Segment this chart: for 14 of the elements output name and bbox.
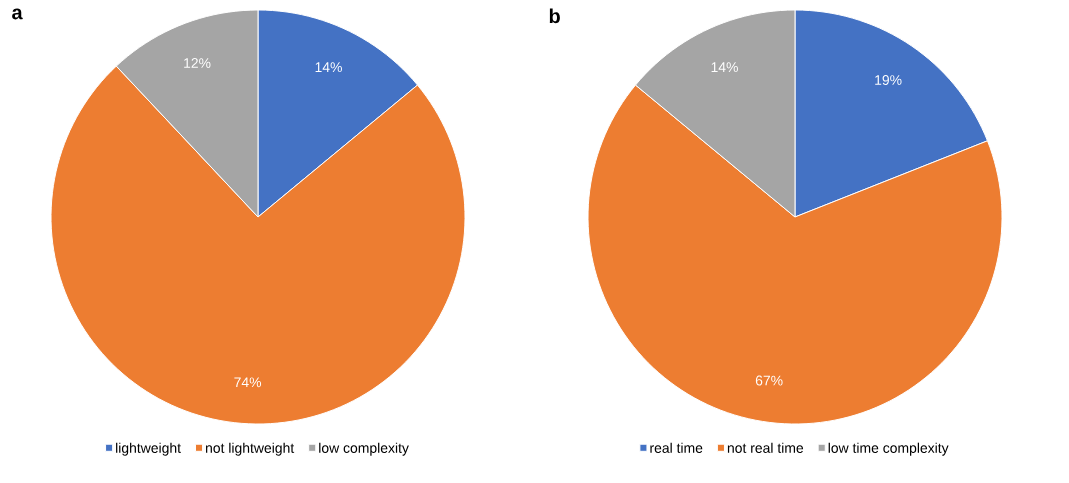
chart-title: a bbox=[12, 8, 23, 20]
data-label: 19% bbox=[875, 75, 902, 85]
legend-label: not real time bbox=[727, 442, 804, 453]
legend-label: low complexity bbox=[319, 442, 409, 456]
legend-label: low time complexity bbox=[828, 442, 949, 456]
legend-label: not lightweight bbox=[205, 442, 295, 456]
legend-label: real time bbox=[650, 442, 703, 453]
data-label: 12% bbox=[184, 58, 211, 68]
legend-label: lightweight bbox=[116, 442, 181, 456]
data-label: 14% bbox=[711, 62, 738, 73]
data-label: 74% bbox=[234, 377, 262, 388]
data-label: 14% bbox=[315, 62, 342, 73]
chart-title: b bbox=[549, 8, 560, 24]
data-label: 67% bbox=[755, 375, 783, 386]
